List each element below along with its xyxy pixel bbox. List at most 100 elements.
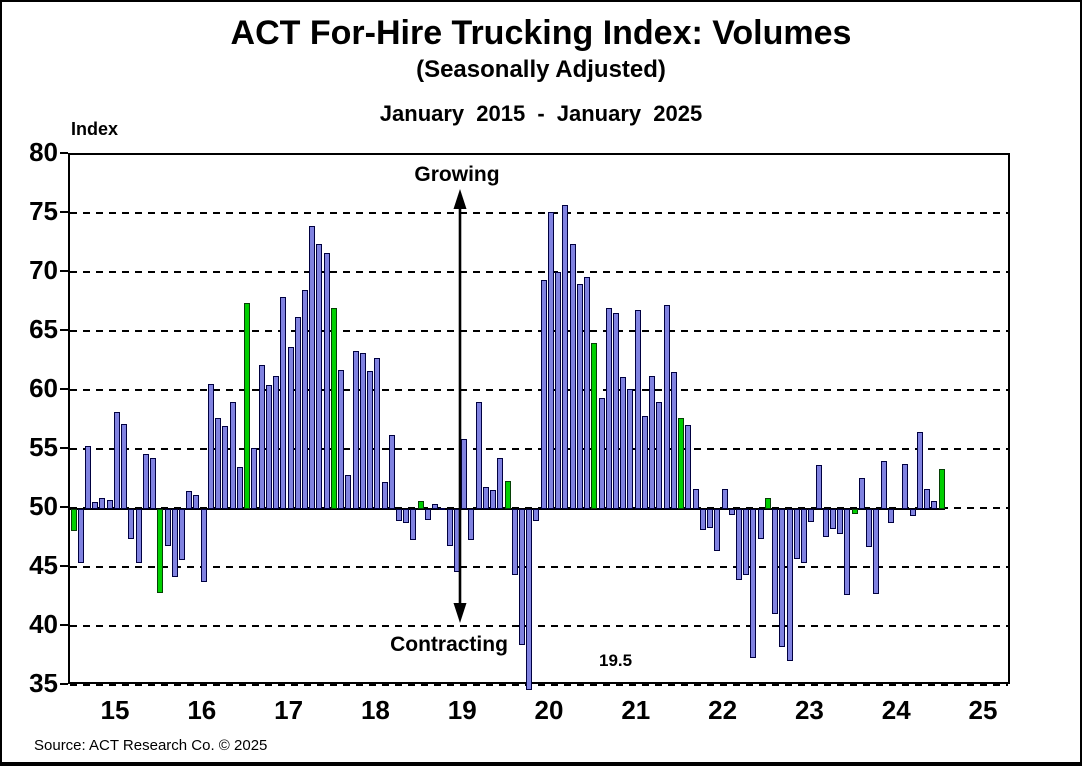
gridline-75 (70, 212, 1008, 214)
bar (446, 509, 453, 546)
bar-january (764, 498, 771, 509)
bar (786, 509, 793, 662)
bar (584, 276, 591, 509)
bar (779, 509, 786, 648)
bar (179, 509, 185, 560)
bar (251, 447, 258, 509)
bar (99, 498, 106, 509)
y-axis-label-50: 50 (29, 491, 58, 521)
y-axis-tick-45 (60, 565, 68, 567)
bar (772, 509, 779, 615)
y-axis-label-45: 45 (29, 550, 58, 580)
bar (403, 509, 410, 524)
bar (309, 225, 316, 509)
y-axis-label-70: 70 (29, 255, 58, 285)
bar (555, 271, 562, 509)
bar-january (504, 480, 511, 509)
bar (381, 481, 388, 509)
bar (229, 401, 236, 509)
bar (439, 507, 446, 510)
bar (77, 509, 84, 564)
bar (338, 369, 345, 509)
bar (396, 509, 402, 521)
x-axis-label-21: 21 (621, 695, 651, 725)
bar (265, 385, 272, 509)
bar (902, 464, 909, 509)
bar (598, 398, 605, 509)
bar (424, 509, 431, 520)
bar (135, 509, 142, 564)
arrowhead-down (453, 603, 467, 623)
plot-area: Growing Contracting 19.5 (68, 153, 1010, 690)
bar (468, 509, 475, 540)
bar (316, 243, 323, 509)
y-axis-tick-40 (60, 624, 68, 626)
y-axis-tick-55 (60, 447, 68, 449)
bar (605, 308, 612, 509)
bar (258, 365, 265, 509)
bar (663, 304, 670, 509)
bar (649, 375, 656, 509)
bar (359, 353, 366, 509)
bar (497, 458, 504, 509)
y-axis-tick-35 (60, 683, 68, 685)
bar (620, 376, 627, 509)
bar (822, 509, 829, 538)
y-axis-tick-60 (60, 388, 68, 390)
bar (164, 509, 171, 546)
bar (193, 494, 200, 509)
bar (410, 509, 417, 540)
y-axis-tick-70 (60, 270, 68, 272)
bar (721, 488, 728, 509)
bar (92, 501, 99, 509)
bar (113, 412, 120, 509)
bar (743, 509, 750, 576)
bar (692, 488, 699, 509)
gridline-70 (70, 271, 1008, 273)
y-axis-label-60: 60 (29, 373, 58, 403)
bar (207, 383, 214, 509)
x-axis-label-20: 20 (534, 695, 564, 725)
bar (540, 280, 547, 509)
bar (236, 466, 243, 509)
bar (569, 243, 576, 509)
bar (84, 446, 91, 509)
y-axis-tick-65 (60, 329, 68, 331)
y-axis-tick-80 (60, 152, 68, 154)
bar (367, 370, 374, 509)
gridline-35 (70, 684, 1008, 686)
bar (735, 509, 742, 580)
bar (287, 347, 294, 509)
gridline-45 (70, 566, 1008, 568)
bar (490, 490, 497, 509)
bar (280, 296, 287, 509)
contracting-label: Contracting (390, 633, 508, 656)
bar (171, 509, 178, 578)
date-range-label: January 2015 - January 2025 (379, 101, 703, 126)
bar-january (591, 342, 598, 509)
bar (873, 509, 880, 594)
growing-label: Growing (414, 163, 500, 186)
bar-january (678, 418, 685, 509)
gridline-60 (70, 389, 1008, 391)
bar (547, 211, 554, 509)
bar (880, 460, 887, 509)
gridline-65 (70, 330, 1008, 332)
bar (106, 499, 113, 509)
y-axis-tick-75 (60, 211, 68, 213)
bar (511, 509, 518, 576)
y-axis-label-55: 55 (29, 432, 58, 462)
bar (222, 426, 229, 509)
bar (830, 509, 836, 530)
bar-january (70, 509, 77, 532)
x-axis-label-16: 16 (187, 695, 217, 725)
bar (707, 509, 714, 528)
source-note: Source: ACT Research Co. © 2025 (34, 737, 268, 754)
bar (461, 439, 468, 509)
bar (924, 488, 931, 509)
bar (323, 252, 330, 509)
april-2020-value-label: 19.5 (599, 651, 633, 670)
bar (576, 283, 583, 509)
bar-january (244, 302, 251, 509)
